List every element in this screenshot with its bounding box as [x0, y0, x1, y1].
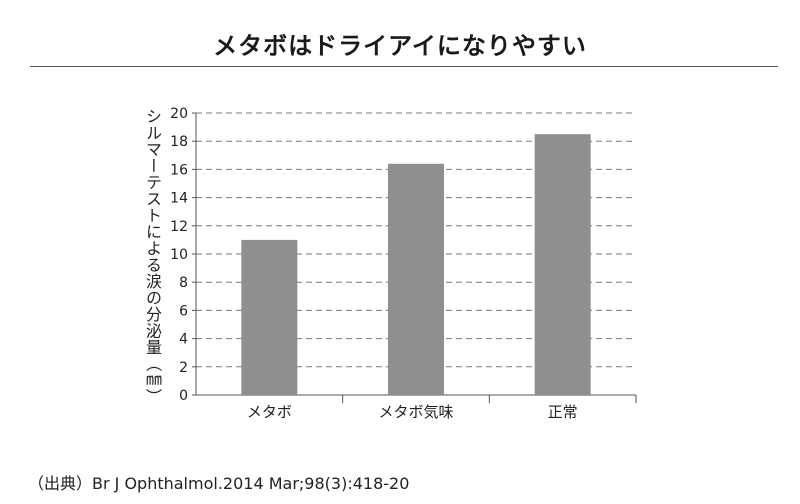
- bar: [241, 239, 298, 395]
- y-tick-label: 12: [170, 219, 188, 235]
- y-tick-label: 6: [179, 303, 188, 319]
- x-tick-label: メタボ: [247, 403, 292, 421]
- chart-title: メタボはドライアイになりやすい: [213, 32, 587, 60]
- y-tick-label: 14: [170, 191, 188, 207]
- y-tick-label: 8: [179, 275, 188, 291]
- y-tick-label: 10: [170, 247, 188, 263]
- y-tick-label: 20: [170, 106, 188, 122]
- title-divider: [30, 66, 778, 67]
- y-tick-label: 4: [179, 332, 188, 348]
- source-citation: （出典）Br J Ophthalmol.2014 Mar;98(3):418-2…: [28, 474, 410, 493]
- x-tick-label: 正常: [548, 403, 578, 421]
- bar: [388, 163, 444, 395]
- y-tick-label: 0: [179, 388, 188, 404]
- y-axis-label: シルマーテストによる涙の分泌量（㎜）: [143, 108, 162, 405]
- y-tick-label: 2: [179, 360, 188, 376]
- x-tick-label: メタボ気味: [378, 403, 453, 421]
- y-tick-label: 18: [170, 134, 188, 150]
- bar: [534, 134, 591, 395]
- y-tick-label: 16: [170, 162, 188, 178]
